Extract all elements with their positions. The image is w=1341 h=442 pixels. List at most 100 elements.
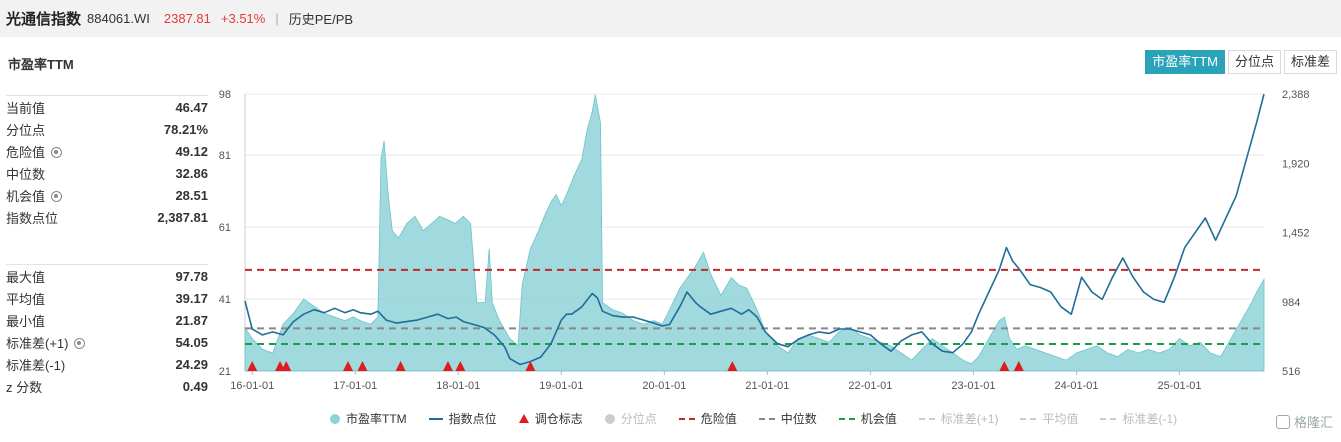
tab-percentile[interactable]: 分位点 xyxy=(1227,50,1281,74)
legend-item-index[interactable]: 指数点位 xyxy=(428,410,497,427)
x-tick-label: 23-01-01 xyxy=(951,380,995,392)
legend-label: 中位数 xyxy=(780,412,817,426)
gear-icon[interactable] xyxy=(51,190,63,202)
x-tick-label: 19-01-01 xyxy=(539,380,583,392)
legend-swatch xyxy=(428,417,443,420)
legend-item-opportunity[interactable]: 机会值 xyxy=(838,410,897,427)
legend-item-std-plus[interactable]: 标准差(+1) xyxy=(918,410,999,427)
rebalance-marker xyxy=(1013,361,1024,371)
stat-value: 24.29 xyxy=(175,356,208,372)
gear-icon[interactable] xyxy=(74,337,86,349)
legend-swatch xyxy=(758,417,775,420)
legend-item-percentile[interactable]: 分位点 xyxy=(604,410,657,427)
stat-row: 指数点位 2,387.81 xyxy=(6,206,208,228)
view-tabs: 市盈率TTM 分位点 标准差 xyxy=(1142,50,1337,74)
y-right-tick-label: 516 xyxy=(1282,366,1300,378)
stat-label: 平均值 xyxy=(6,291,46,307)
stat-label: 最大值 xyxy=(6,269,46,285)
pe-ttm-area xyxy=(244,94,1265,372)
x-tick-label: 21-01-01 xyxy=(745,380,789,392)
stat-label: 分位点 xyxy=(6,122,46,138)
rebalance-marker xyxy=(999,361,1010,371)
legend-item-mean[interactable]: 平均值 xyxy=(1020,410,1078,427)
y-right-tick-label: 984 xyxy=(1282,297,1300,309)
stat-value: 46.47 xyxy=(175,99,208,115)
stat-value: 78.21% xyxy=(163,121,208,137)
stat-row: 机会值 28.51 xyxy=(6,184,208,206)
legend-item-rebalance[interactable]: 调仓标志 xyxy=(518,410,583,427)
legend-label: 标准差(+1) xyxy=(940,412,999,426)
x-tick-label: 25-01-01 xyxy=(1157,380,1201,392)
stat-label: 当前值 xyxy=(6,100,46,116)
stat-row: 最小值 21.87 xyxy=(6,309,208,331)
y-left-tick-label: 81 xyxy=(219,150,231,162)
legend-label: 指数点位 xyxy=(448,412,497,426)
legend-label: 机会值 xyxy=(860,412,897,426)
title-bar: 光通信指数 884061.WI 2387.81 +3.51% | 历史PE/PB xyxy=(0,0,1341,37)
y-left-tick-label: 21 xyxy=(219,366,231,378)
tab-pe-ttm[interactable]: 市盈率TTM xyxy=(1145,50,1225,74)
stat-value: 54.05 xyxy=(175,334,208,350)
legend-swatch xyxy=(1100,417,1117,420)
legend-label: 危险值 xyxy=(700,412,737,426)
index-change: +3.51% xyxy=(220,11,266,26)
legend-item-std-minus[interactable]: 标准差(-1) xyxy=(1100,410,1177,427)
y-right-tick-label: 1,920 xyxy=(1282,158,1310,170)
legend-label: 平均值 xyxy=(1042,412,1079,426)
legend-swatch xyxy=(838,417,855,420)
stat-value: 97.78 xyxy=(175,268,208,284)
x-tick-label: 20-01-01 xyxy=(642,380,686,392)
legend-swatch xyxy=(604,413,615,424)
legend-label: 市盈率TTM xyxy=(346,412,407,426)
legend-label: 标准差(-1) xyxy=(1122,412,1178,426)
x-tick-label: 18-01-01 xyxy=(436,380,480,392)
legend-label: 分位点 xyxy=(620,412,657,426)
stat-label: 指数点位 xyxy=(6,210,59,226)
rebalance-marker xyxy=(442,361,453,371)
legend-label: 调仓标志 xyxy=(534,412,583,426)
stat-row: z 分数 0.49 xyxy=(6,375,208,397)
stat-row: 平均值 39.17 xyxy=(6,287,208,309)
index-price: 2387.81 xyxy=(163,11,211,26)
stat-row: 最大值 97.78 xyxy=(6,265,208,287)
stat-row: 标准差(-1) 24.29 xyxy=(6,353,208,375)
rebalance-marker xyxy=(455,361,466,371)
logo-icon xyxy=(1275,414,1290,429)
y-right-tick-label: 1,452 xyxy=(1282,228,1310,240)
rebalance-marker xyxy=(395,361,406,371)
index-name: 光通信指数 xyxy=(6,11,82,28)
index-code: 884061.WI xyxy=(87,11,150,26)
gear-icon[interactable] xyxy=(51,146,63,158)
stat-value: 28.51 xyxy=(175,187,208,203)
legend-item-median[interactable]: 中位数 xyxy=(758,410,817,427)
y-left-tick-label: 61 xyxy=(219,222,231,234)
legend-swatch xyxy=(330,413,340,424)
stats-panel-distribution: 最大值 97.78 平均值 39.17 最小值 21.87 标准差(+1) 54.05 … xyxy=(6,264,208,397)
stat-value: 49.12 xyxy=(175,143,208,159)
tab-std-dev[interactable]: 标准差 xyxy=(1283,50,1337,74)
legend-swatch xyxy=(678,417,695,420)
legend-item-danger[interactable]: 危险值 xyxy=(678,410,737,427)
y-right-tick-label: 2,388 xyxy=(1282,89,1310,101)
stat-row: 分位点 78.21% xyxy=(6,118,208,140)
x-tick-label: 22-01-01 xyxy=(848,380,892,392)
header-separator: | xyxy=(275,11,279,26)
chart-legend: 市盈率TTM 指数点位 调仓标志 分位点 危险值 中位数 机会值 标准差(+1)… xyxy=(330,410,1199,427)
watermark-text: 格隆汇 xyxy=(1293,415,1333,430)
stat-label: 危险值 xyxy=(6,144,46,160)
x-tick-label: 16-01-01 xyxy=(230,380,274,392)
triangle-icon xyxy=(518,414,529,423)
rebalance-marker xyxy=(727,361,738,371)
stat-row: 标准差(+1) 54.05 xyxy=(6,331,208,353)
stat-value: 0.49 xyxy=(182,378,208,394)
stat-value: 2,387.81 xyxy=(157,209,208,225)
metric-title: 市盈率TTM xyxy=(8,57,74,72)
stat-row: 危险值 49.12 xyxy=(6,140,208,162)
legend-item-pe[interactable]: 市盈率TTM xyxy=(330,410,407,427)
stat-value: 32.86 xyxy=(175,165,208,181)
stat-label: 标准差(-1) xyxy=(6,357,66,373)
rebalance-marker xyxy=(525,361,536,371)
rebalance-marker xyxy=(343,361,354,371)
rebalance-marker xyxy=(247,361,258,371)
